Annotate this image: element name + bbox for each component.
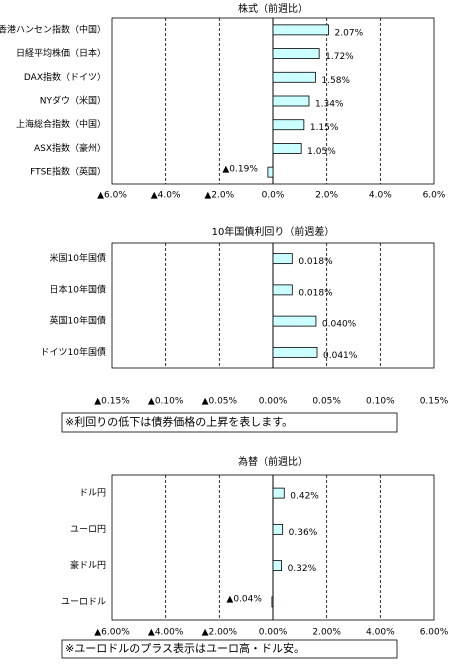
bar bbox=[272, 119, 305, 131]
x-tick-label: 6.00% bbox=[420, 628, 449, 638]
y-tick-label: 香港ハンセン指数（中国） bbox=[0, 23, 106, 35]
note: ※利回りの低下は債券価格の上昇を表します。 bbox=[65, 415, 293, 429]
x-tick-label: 4.0% bbox=[369, 191, 392, 201]
bar bbox=[272, 143, 302, 154]
x-tick-label: 2.00% bbox=[312, 628, 341, 638]
bar bbox=[272, 95, 310, 107]
y-tick-label: DAX指数（ドイツ） bbox=[24, 71, 106, 83]
x-tick-label: ▲6.00% bbox=[94, 628, 130, 638]
y-tick-label: 上海総合指数（中国） bbox=[16, 118, 106, 130]
value-label: 1.58% bbox=[321, 76, 350, 86]
value-label: 1.72% bbox=[325, 52, 354, 62]
value-label: ▲0.04% bbox=[226, 594, 262, 604]
x-tick-label: ▲2.00% bbox=[202, 628, 238, 638]
value-label: 1.34% bbox=[315, 100, 344, 110]
bar bbox=[272, 24, 329, 36]
x-tick-label: ▲0.15% bbox=[94, 397, 130, 407]
value-label: 0.018% bbox=[298, 257, 333, 267]
chart-title: 株式（前週比） bbox=[238, 2, 308, 15]
bar bbox=[272, 560, 282, 572]
x-tick-label: 0.15% bbox=[420, 397, 449, 407]
bar bbox=[272, 315, 317, 327]
bar bbox=[272, 346, 318, 358]
bar bbox=[267, 166, 274, 178]
bar bbox=[272, 48, 320, 59]
x-tick-label: ▲0.05% bbox=[202, 397, 238, 407]
x-tick-label: 0.00% bbox=[259, 628, 288, 638]
x-tick-label: ▲6.0% bbox=[97, 191, 127, 201]
x-tick-label: 0.00% bbox=[259, 397, 288, 407]
y-tick-label: ドル円 bbox=[79, 488, 106, 499]
value-label: 0.040% bbox=[322, 320, 357, 330]
value-label: 1.15% bbox=[310, 123, 339, 133]
x-tick-label: 0.10% bbox=[366, 397, 395, 407]
y-tick-label: 英国10年国債 bbox=[50, 315, 106, 327]
x-tick-label: ▲0.10% bbox=[148, 397, 184, 407]
y-tick-label: ユーロ円 bbox=[70, 524, 106, 535]
value-label: 0.36% bbox=[289, 528, 318, 538]
value-label: 0.32% bbox=[288, 564, 317, 574]
x-tick-label: ▲2.0% bbox=[204, 191, 234, 201]
bar bbox=[272, 487, 285, 499]
bar bbox=[271, 596, 274, 608]
value-label: 1.05% bbox=[307, 147, 336, 157]
bar bbox=[272, 253, 293, 265]
value-label: 0.018% bbox=[298, 288, 333, 298]
y-tick-label: 日経平均株価（日本） bbox=[16, 47, 106, 59]
x-tick-label: ▲4.00% bbox=[148, 628, 184, 638]
y-tick-label: ドイツ10年国債 bbox=[41, 346, 106, 358]
y-tick-label: FTSE指数（英国） bbox=[30, 166, 106, 178]
y-tick-label: ASX指数（豪州） bbox=[34, 142, 106, 154]
bar bbox=[272, 523, 284, 535]
note: ※ユーロドルのプラス表示はユーロ高・ドル安。 bbox=[65, 641, 305, 655]
y-tick-label: 日本10年国債 bbox=[50, 283, 106, 295]
note-box bbox=[61, 412, 398, 433]
y-tick-label: 米国10年国債 bbox=[50, 252, 106, 264]
x-tick-label: 0.0% bbox=[262, 191, 285, 201]
note-box bbox=[61, 639, 398, 659]
x-tick-label: ▲4.0% bbox=[151, 191, 181, 201]
bar bbox=[272, 71, 316, 83]
y-tick-label: ユーロドル bbox=[61, 597, 106, 607]
value-label: 2.07% bbox=[335, 28, 364, 38]
x-tick-label: 0.05% bbox=[312, 397, 341, 407]
y-tick-label: 豪ドル円 bbox=[70, 559, 106, 571]
x-tick-label: 4.00% bbox=[366, 628, 395, 638]
chart-title: 10年国債利回り（前週差） bbox=[212, 225, 335, 238]
x-tick-label: 2.0% bbox=[315, 191, 338, 201]
chart-title: 為替（前週比） bbox=[238, 455, 308, 468]
value-label: 0.42% bbox=[290, 492, 319, 502]
x-tick-label: 6.0% bbox=[423, 191, 446, 201]
value-label: ▲0.19% bbox=[222, 165, 258, 175]
value-label: 0.041% bbox=[323, 351, 358, 361]
bar bbox=[272, 284, 293, 296]
y-tick-label: NYダウ（米国） bbox=[40, 95, 106, 107]
